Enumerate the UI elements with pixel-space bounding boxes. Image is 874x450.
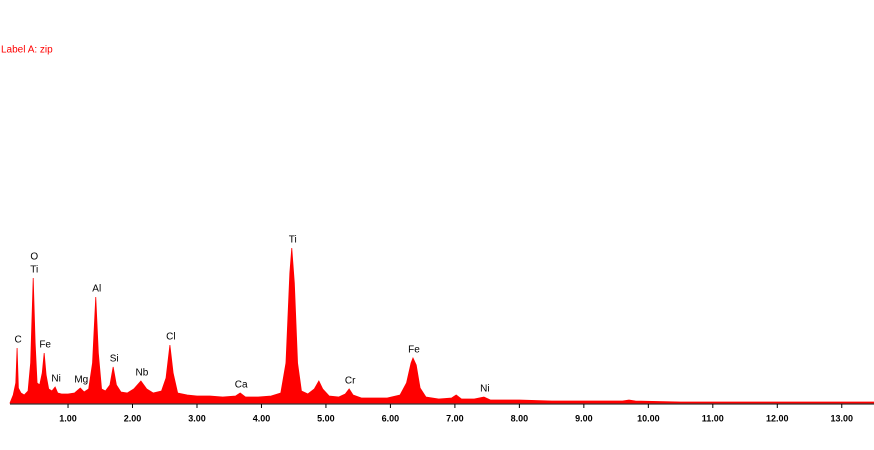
peak-label: Ti xyxy=(289,235,297,246)
x-tick-label: 12.00 xyxy=(766,413,789,423)
peak-label: Nb xyxy=(135,368,148,379)
peak-label: O xyxy=(30,252,38,263)
x-tick-label: 6.00 xyxy=(382,413,400,423)
chart-title: Label A: zip xyxy=(1,45,53,56)
peak-label: Mg xyxy=(74,375,88,386)
x-tick-label: 13.00 xyxy=(830,413,853,423)
peak-label: Si xyxy=(110,354,119,365)
x-tick-label: 2.00 xyxy=(124,413,142,423)
peak-label: Fe xyxy=(39,340,51,351)
x-tick-label: 9.00 xyxy=(575,413,593,423)
peak-label: Ni xyxy=(51,374,60,385)
x-tick-label: 1.00 xyxy=(59,413,77,423)
peak-label: C xyxy=(14,335,21,346)
peak-label: Al xyxy=(92,284,101,295)
x-tick-label: 5.00 xyxy=(317,413,335,423)
x-tick-label: 4.00 xyxy=(253,413,271,423)
peak-label: Ca xyxy=(235,380,248,391)
x-tick-label: 7.00 xyxy=(446,413,464,423)
x-tick-label: 11.00 xyxy=(702,413,724,423)
x-tick-label: 8.00 xyxy=(511,413,529,423)
peak-label: Ni xyxy=(480,384,489,395)
spectrum-area xyxy=(9,247,874,404)
peak-label: Ti xyxy=(30,265,38,276)
peak-label: Cl xyxy=(166,332,175,343)
peak-label: Fe xyxy=(408,345,420,356)
x-tick-label: 3.00 xyxy=(188,413,206,423)
x-tick-label: 10.00 xyxy=(637,413,660,423)
peak-label: Cr xyxy=(345,376,356,387)
